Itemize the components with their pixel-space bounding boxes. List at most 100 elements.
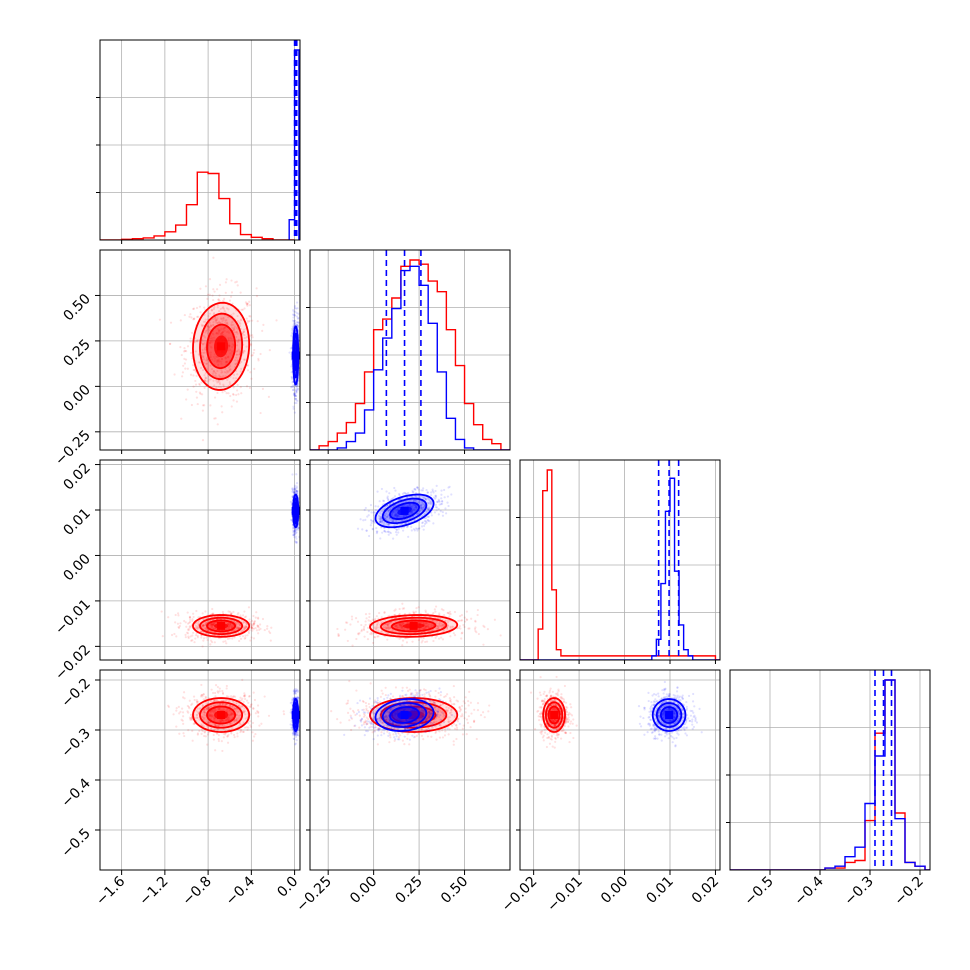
scatter-point — [226, 369, 229, 373]
scatter-point — [292, 309, 295, 312]
scatter-point — [415, 607, 418, 610]
scatter-point — [242, 328, 246, 331]
scatter-point — [296, 389, 299, 392]
scatter-point — [191, 639, 194, 642]
scatter-point — [214, 704, 217, 707]
scatter-point — [297, 321, 300, 324]
scatter-point — [219, 333, 223, 336]
scatter-point — [362, 519, 365, 522]
scatter-point — [210, 641, 214, 644]
scatter-point — [241, 635, 245, 638]
scatter-point — [458, 619, 461, 622]
scatter-point — [387, 499, 390, 502]
scatter-point — [190, 716, 193, 719]
scatter-point — [295, 482, 299, 485]
scatter-point — [361, 528, 364, 531]
scatter-point — [211, 623, 214, 626]
series-b-density-contour — [389, 501, 420, 520]
scatter-point — [211, 324, 215, 327]
scatter-point — [203, 730, 206, 733]
scatter-point — [200, 625, 204, 628]
scatter-point — [241, 628, 245, 631]
scatter-point — [395, 514, 398, 517]
series-a-density-contour — [206, 619, 237, 633]
scatter-point — [192, 374, 195, 377]
scatter-point — [213, 311, 216, 315]
scatter-point — [230, 337, 233, 340]
scatter-point — [188, 699, 191, 702]
series-a-density-contour — [379, 616, 448, 635]
scatter-point — [213, 336, 216, 339]
scatter-point — [238, 321, 241, 324]
scatter-point — [288, 351, 291, 354]
scatter-point — [213, 699, 216, 703]
scatter-point — [290, 375, 293, 379]
scatter-point — [425, 625, 428, 628]
scatter-point — [440, 503, 443, 506]
scatter-point — [367, 534, 371, 538]
scatter-point — [224, 733, 227, 736]
scatter-point — [252, 351, 255, 354]
scatter-point — [292, 310, 295, 313]
scatter-point — [211, 612, 214, 615]
scatter-point — [426, 507, 429, 510]
scatter-point — [439, 617, 442, 620]
scatter-point — [376, 624, 379, 627]
scatter-point — [406, 621, 409, 624]
scatter-point — [385, 490, 388, 493]
scatter-point — [377, 629, 380, 632]
scatter-point — [228, 625, 231, 628]
scatter-point — [293, 319, 296, 323]
scatter-point — [218, 706, 221, 710]
scatter-point — [407, 535, 410, 538]
scatter-point — [291, 490, 294, 493]
scatter-point — [203, 734, 206, 738]
scatter-point — [290, 502, 293, 505]
scatter-point — [423, 519, 426, 523]
scatter-point — [381, 531, 384, 534]
scatter-point — [232, 393, 235, 396]
scatter-point — [215, 331, 218, 335]
scatter-point — [437, 627, 440, 630]
scatter-point — [255, 629, 259, 632]
scatter-point — [242, 721, 245, 724]
scatter-point — [226, 378, 229, 382]
scatter-point — [356, 527, 360, 530]
scatter-point — [378, 520, 382, 524]
scatter-point — [445, 512, 448, 515]
scatter-point — [406, 496, 409, 499]
scatter-point — [439, 624, 442, 628]
scatter-point — [202, 334, 205, 337]
scatter-point — [212, 704, 215, 707]
scatter-point — [230, 711, 233, 714]
scatter-point — [221, 610, 224, 614]
scatter-point — [185, 631, 189, 634]
scatter-point — [209, 337, 213, 340]
scatter-point — [229, 623, 232, 626]
scatter-point — [293, 401, 296, 405]
scatter-point — [210, 623, 213, 626]
scatter-point — [375, 532, 379, 535]
scatter-point — [220, 327, 223, 330]
scatter-point — [291, 329, 294, 332]
scatter-point — [184, 367, 187, 370]
scatter-point — [257, 710, 260, 713]
scatter-point — [235, 331, 238, 334]
scatter-point — [248, 694, 251, 698]
scatter-point — [209, 378, 212, 381]
scatter-point — [394, 513, 397, 516]
scatter-point — [245, 345, 248, 348]
scatter-point — [397, 623, 401, 626]
scatter-point — [235, 622, 238, 625]
scatter-point — [203, 627, 206, 630]
scatter-point — [221, 723, 224, 727]
scatter-point — [224, 703, 227, 706]
scatter-point — [225, 698, 228, 702]
scatter-point — [210, 324, 213, 328]
scatter-point — [210, 705, 213, 709]
scatter-point — [228, 369, 231, 372]
scatter-point — [243, 694, 246, 698]
scatter-point — [181, 711, 185, 714]
scatter-point — [196, 628, 199, 631]
scatter-point — [186, 622, 190, 625]
